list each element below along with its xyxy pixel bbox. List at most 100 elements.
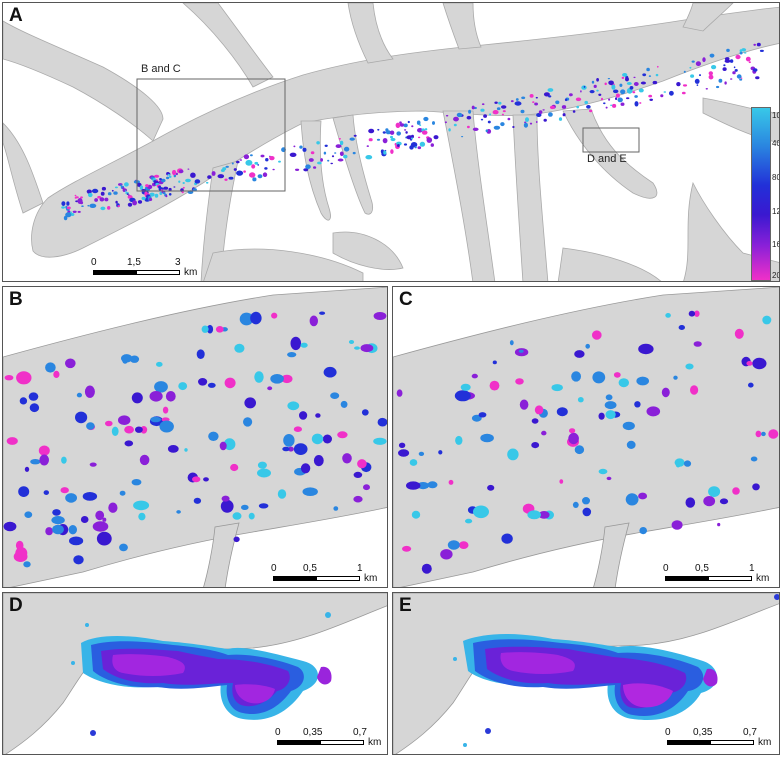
ice-mass <box>100 206 106 211</box>
ice-mass <box>159 420 174 433</box>
ice-mass <box>97 195 102 199</box>
ice-mass <box>339 151 344 157</box>
ice-mass <box>127 202 133 207</box>
ice-mass <box>743 52 747 54</box>
fjord-branch-n3 <box>442 3 482 50</box>
ice-mass <box>466 115 472 120</box>
ice-mass <box>300 463 311 474</box>
ice-mass <box>750 456 758 462</box>
ice-mass <box>271 312 278 319</box>
ice-mass <box>397 144 400 147</box>
fjord-branch-s4 <box>442 110 496 281</box>
ice-mass <box>529 94 534 98</box>
panel-d: D 0 0,35 0,7 km <box>2 592 388 755</box>
ice-mass <box>228 176 234 180</box>
ice-mass <box>569 428 576 434</box>
fjord-branch-nw <box>3 20 164 142</box>
ice-mass <box>551 384 563 392</box>
ice-mass <box>65 493 77 503</box>
ice-mass <box>638 343 654 355</box>
ice-mass <box>15 540 24 551</box>
ice-mass <box>193 497 202 504</box>
ice-mass <box>145 184 149 188</box>
ice-mass <box>239 312 254 326</box>
ice-mass <box>633 76 636 79</box>
scale-bar-b: 0 0,5 1 km <box>271 563 386 587</box>
ice-mass <box>734 328 744 339</box>
ice-mass <box>82 492 98 501</box>
ice-mass <box>646 406 661 417</box>
ice-mass <box>87 204 90 207</box>
ice-mass <box>421 130 428 135</box>
fjord-branch-ne <box>682 3 734 32</box>
ice-mass <box>334 152 337 154</box>
ice-mass <box>398 449 410 457</box>
ice-mass <box>28 392 39 401</box>
fjord-branch-s6 <box>562 108 658 199</box>
ice-mass <box>448 479 454 485</box>
ice-mass <box>322 434 332 444</box>
ice-mass <box>538 110 543 114</box>
ice-mass <box>589 109 593 113</box>
ice-mass <box>649 98 653 102</box>
ice-mass <box>555 100 560 105</box>
ice-mass <box>270 374 284 384</box>
ice-mass <box>575 97 582 102</box>
ice-mass <box>395 122 401 128</box>
ice-mass <box>111 426 119 436</box>
ice-mass <box>73 555 84 565</box>
ice-mass <box>207 175 212 179</box>
ice-mass <box>639 527 647 535</box>
ice-mass <box>755 76 760 80</box>
scale-unit: km <box>364 573 378 584</box>
ice-mass <box>287 446 294 452</box>
ice-mass <box>529 122 533 125</box>
ice-mass <box>417 146 422 150</box>
scale-bar-e: 0 0,35 0,7 km <box>665 727 777 751</box>
ice-mass <box>583 85 586 88</box>
fjord-coast-se2 <box>557 247 662 281</box>
ice-mass <box>187 168 190 170</box>
ice-mass <box>480 433 494 443</box>
ice-mass <box>438 450 443 455</box>
ice-mass <box>262 172 268 177</box>
ice-mass <box>411 137 413 140</box>
ice-mass <box>685 363 694 370</box>
ice-mass <box>124 182 129 187</box>
ice-mass <box>496 107 501 111</box>
ice-mass <box>547 88 554 92</box>
ice-mass <box>104 197 109 202</box>
ice-mass <box>166 176 170 180</box>
ice-mass <box>66 201 70 206</box>
ice-mass <box>338 138 341 140</box>
ice-mass <box>19 397 28 405</box>
ice-mass <box>538 511 550 519</box>
ice-mass <box>119 543 128 552</box>
ice-mass <box>293 145 296 148</box>
ice-mass <box>558 117 563 121</box>
ice-mass <box>607 78 611 80</box>
ice-mass <box>52 509 61 516</box>
ice-mass <box>405 131 408 134</box>
fjord-branch-s5 <box>512 114 549 281</box>
ice-mass <box>523 122 529 128</box>
ice-mass <box>264 167 268 170</box>
ice-mass <box>603 102 606 105</box>
ice-mass <box>593 84 597 88</box>
ice-mass <box>77 210 81 213</box>
ice-mass <box>308 158 314 162</box>
ice-mass <box>287 401 300 411</box>
ice-mass <box>403 123 408 128</box>
legend-label-200: 200 <box>772 271 779 280</box>
ice-mass <box>709 53 715 58</box>
ice-mass <box>541 430 547 436</box>
ice-mass <box>519 399 529 410</box>
ice-mass <box>722 67 727 71</box>
ice-mass <box>612 103 617 108</box>
scale-tick-mid: 0,5 <box>303 563 317 574</box>
ice-mass <box>29 403 40 413</box>
ice-mass <box>250 311 262 325</box>
ice-mass <box>86 189 92 194</box>
ice-mass <box>79 201 84 205</box>
ice-mass <box>302 147 307 152</box>
